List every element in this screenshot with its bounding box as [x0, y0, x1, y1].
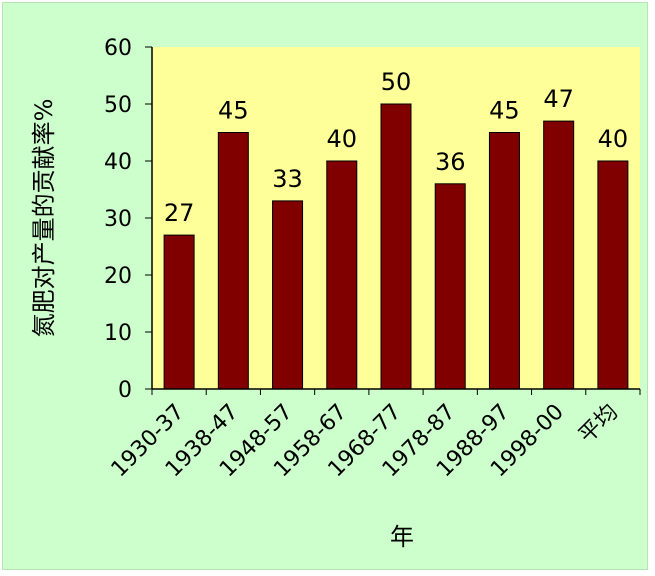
data-label-6: 36	[435, 148, 466, 176]
bar-9	[597, 160, 629, 390]
bars-group	[163, 103, 629, 390]
bar-8	[543, 120, 575, 390]
data-label-8: 47	[543, 85, 574, 113]
data-label-3: 33	[272, 165, 303, 193]
data-label-9: 40	[598, 125, 629, 153]
bar-1	[163, 234, 195, 390]
data-label-7: 45	[489, 97, 520, 125]
y-tick-label-40: 40	[104, 150, 132, 175]
bar-5	[380, 103, 412, 390]
bar-4	[326, 160, 358, 390]
y-tick-label-10: 10	[104, 321, 132, 346]
y-tick-label-20: 20	[104, 264, 132, 289]
data-label-4: 40	[327, 125, 358, 153]
data-label-1: 27	[164, 199, 195, 227]
y-tick-label-0: 0	[118, 378, 132, 403]
x-axis-title: 年	[390, 523, 414, 551]
y-tick-label-60: 60	[104, 36, 132, 61]
bar-7	[488, 132, 520, 390]
axes-group	[145, 46, 641, 395]
data-label-5: 50	[381, 68, 412, 96]
y-tick-label-50: 50	[104, 93, 132, 118]
y-tick-label-30: 30	[104, 207, 132, 232]
bar-3	[272, 200, 304, 390]
category-label-9: 平均	[574, 400, 623, 449]
data-label-2: 45	[218, 97, 249, 125]
bar-2	[217, 132, 249, 390]
y-axis-title: 氮肥对产量的贡献率%	[30, 99, 58, 338]
bar-6	[434, 183, 466, 390]
